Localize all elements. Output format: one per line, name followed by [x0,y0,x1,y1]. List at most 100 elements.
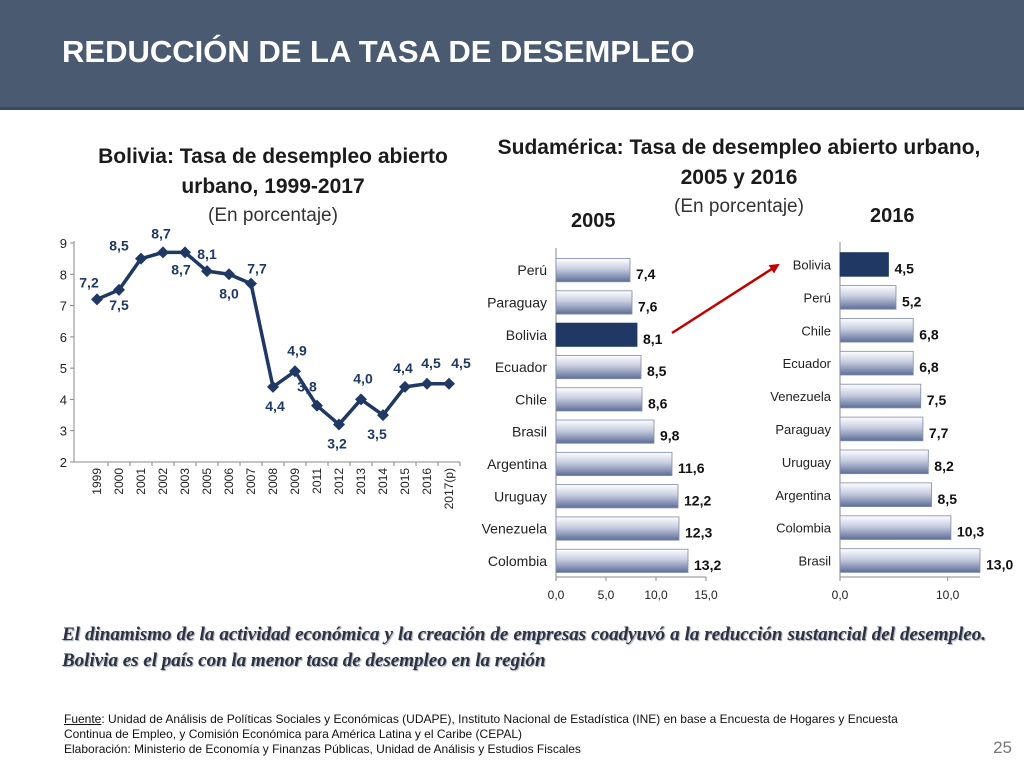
bar [839,482,932,507]
value-label: 8,6 [648,395,668,411]
bar [555,258,631,283]
panel-label-2005: 2005 [571,210,616,232]
x-tick-label: 2007 [244,468,258,495]
category-label: Venezuela [770,389,831,404]
category-label: Argentina [775,488,831,503]
category-label: Ecuador [783,356,832,371]
category-label: Uruguay [782,455,832,470]
source-elaboracion: Elaboración: Ministerio de Economía y Fi… [64,742,581,756]
value-label: 9,8 [660,428,680,444]
x-tick-label: 2003 [178,468,192,495]
value-label: 8,2 [934,458,954,474]
data-label: 4,0 [353,370,373,386]
data-point-marker [179,246,191,259]
value-label: 8,1 [643,331,663,347]
conclusion-statement: El dinamismo de la actividad económica y… [62,624,986,671]
y-tick-label: 6 [60,330,67,345]
category-label: Perú [517,262,547,278]
category-label: Argentina [487,456,547,472]
slide-title: REDUCCIÓN DE LA TASA DE DESEMPLEO [62,34,695,69]
data-label: 8,1 [197,246,217,262]
data-point-marker [421,377,433,390]
value-label: 4,5 [894,260,914,276]
x-tick-label: 2011 [310,468,324,494]
x-tick-label: 2016 [420,468,434,495]
x-tick-label: 2000 [112,468,126,495]
sudamerica-chart-title: Sudamérica: Tasa de desempleo abierto ur… [497,136,981,189]
bar [839,350,914,376]
value-label: 11,6 [678,460,705,476]
category-label: Brasil [512,424,547,440]
x-tick-label: 2017(p) [442,468,456,509]
page-number: 25 [993,738,1012,757]
y-tick-label: 4 [60,392,67,407]
data-point-marker [223,268,235,281]
x-tick-label: 2012 [332,468,346,495]
bar [555,322,638,347]
value-label: 8,5 [938,491,958,507]
bar [839,252,889,277]
data-label: 4,5 [421,355,441,371]
data-label: 4,4 [265,398,285,414]
x-tick-label: 2009 [288,468,302,495]
bar [555,387,643,412]
y-tick-label: 3 [60,424,67,439]
data-point-marker [135,252,147,265]
x-tick-label: 2002 [156,468,170,495]
data-label: 7,2 [79,274,99,290]
data-point-marker [311,399,323,412]
value-label: 8,5 [647,363,667,379]
category-label: Bolivia [506,327,547,343]
value-tick-label: 15,0 [694,588,718,602]
data-label: 7,7 [247,261,267,277]
data-label: 8,7 [171,261,191,277]
source-fuente-text: : Unidad de Análisis de Políticas Social… [64,712,898,741]
data-point-marker [333,418,345,431]
value-tick-label: 0,0 [832,588,849,602]
bar [839,515,952,540]
y-tick-label: 8 [60,267,67,282]
data-label: 3,2 [327,435,347,451]
bar [555,548,689,573]
data-label: 4,4 [393,360,413,376]
bar [839,449,929,475]
data-label: 7,5 [109,297,129,313]
data-label: 3,8 [297,379,317,395]
bar [839,318,914,343]
bar [839,416,924,442]
bar [555,451,673,476]
data-point-marker [443,377,455,390]
bolivia-chart-title: Bolivia: Tasa de desempleo abierto urban… [98,145,448,198]
y-tick-label: 5 [60,361,67,376]
value-label: 13,2 [694,557,721,573]
bar [555,516,680,541]
data-label: 8,5 [109,238,129,254]
bar [555,419,655,444]
x-tick-label: 2013 [354,468,368,495]
value-label: 7,6 [638,298,658,314]
x-tick-label: 2005 [200,468,214,495]
data-point-marker [377,409,389,422]
data-label: 4,9 [287,342,307,358]
category-label: Ecuador [495,359,547,375]
value-label: 7,5 [927,392,947,408]
value-tick-label: 0,0 [548,588,565,602]
value-label: 7,4 [636,266,656,282]
bar [839,285,897,310]
data-label: 8,0 [219,285,239,301]
x-tick-label: 2001 [134,468,148,495]
category-label: Chile [801,323,831,338]
data-point-marker [91,293,103,306]
category-label: Perú [804,290,831,305]
data-label: 8,7 [151,225,171,241]
value-label: 5,2 [902,293,922,309]
category-label: Colombia [776,521,832,536]
data-point-marker [201,265,213,278]
value-tick-label: 10,0 [936,588,960,602]
x-tick-label: 2008 [266,468,280,495]
category-label: Bolivia [793,257,832,272]
value-label: 7,7 [929,425,949,441]
panel-label-2016: 2016 [870,205,915,227]
